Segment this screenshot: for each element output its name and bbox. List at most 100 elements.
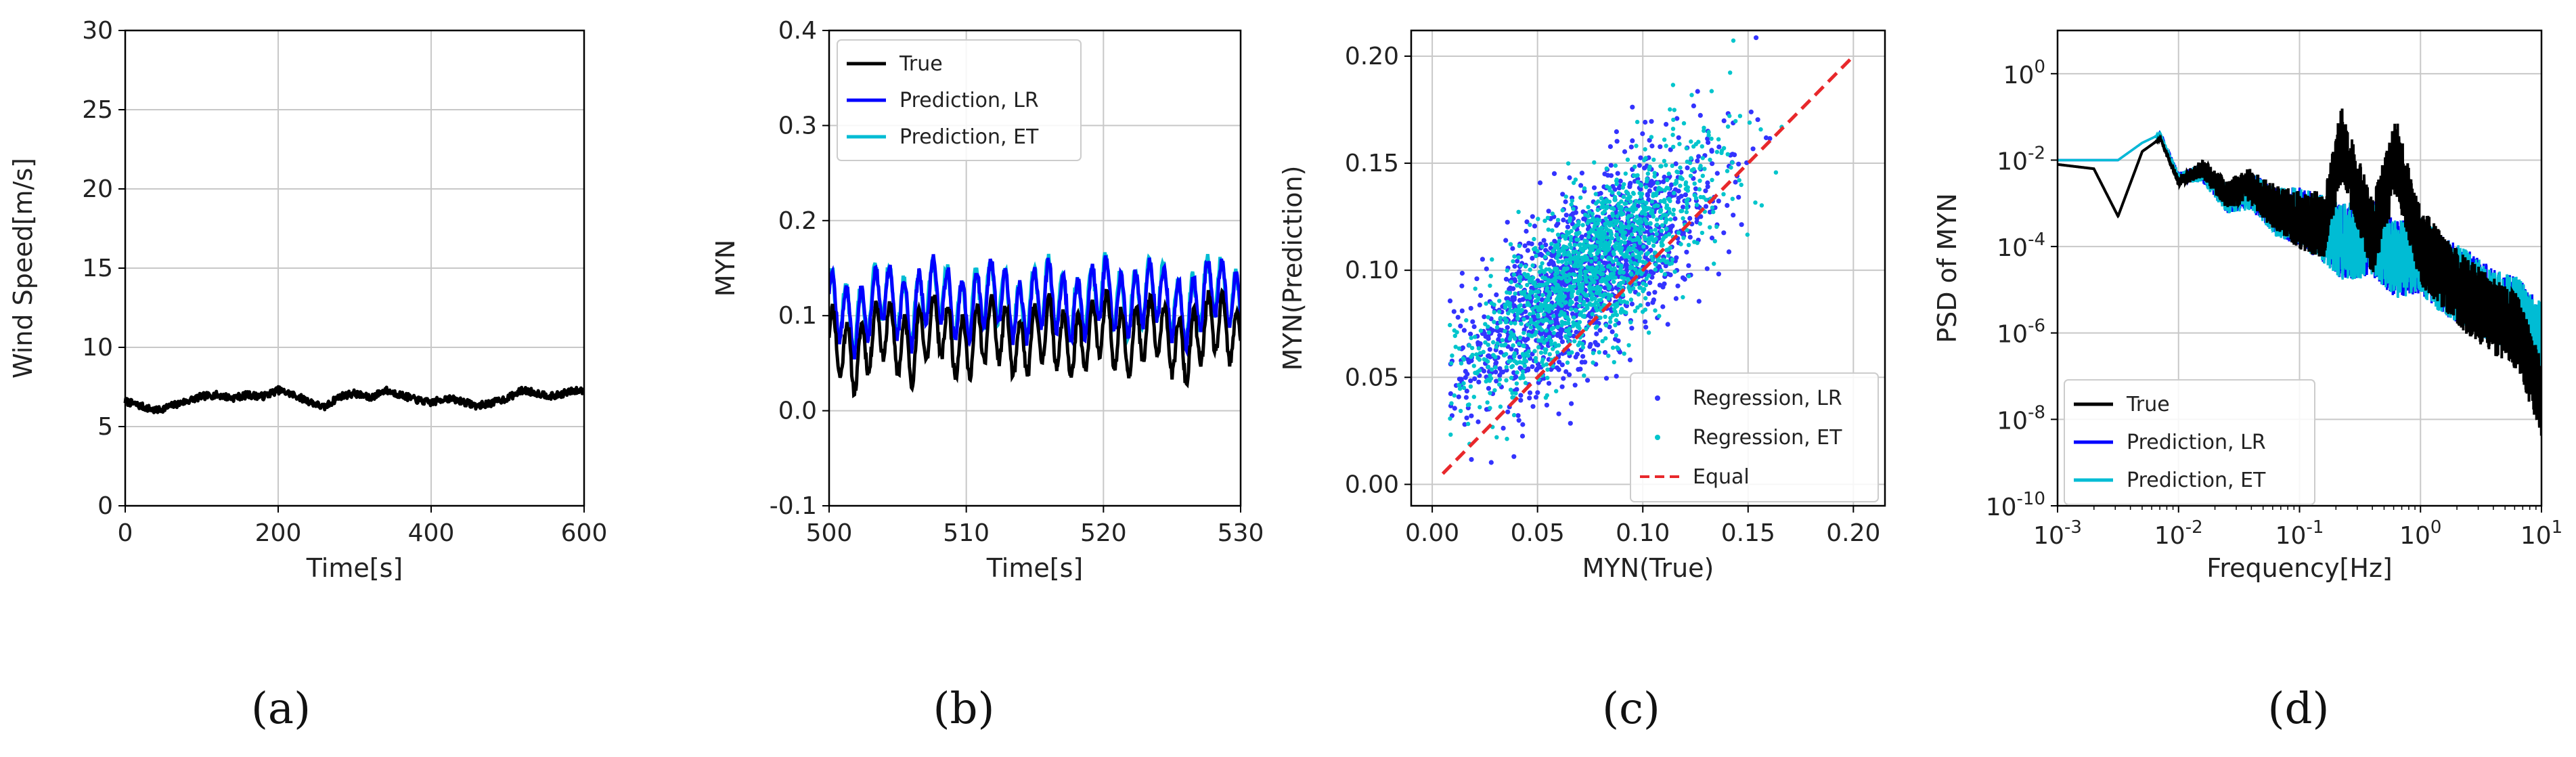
scatter-point <box>1542 255 1548 259</box>
scatter-point <box>1725 202 1730 208</box>
scatter-point <box>1518 275 1523 280</box>
scatter-point <box>1577 303 1582 308</box>
scatter-point <box>1497 377 1503 382</box>
scatter-point <box>1569 307 1574 311</box>
scatter-point <box>1585 257 1590 262</box>
scatter-point <box>1608 257 1613 261</box>
scatter-point <box>1593 325 1598 330</box>
scatter-point <box>1685 159 1689 164</box>
scatter-point <box>1540 318 1546 324</box>
scatter-point <box>1672 108 1676 112</box>
tick-base: 10 <box>2399 522 2430 550</box>
scatter-point <box>1700 230 1705 236</box>
scatter-point <box>1590 211 1595 216</box>
scatter-point <box>1615 171 1620 176</box>
scatter-point <box>1588 281 1593 286</box>
scatter-point <box>1710 177 1714 182</box>
scatter-point <box>1671 207 1676 213</box>
scatter-point <box>1525 248 1530 253</box>
scatter-point <box>1656 264 1662 269</box>
scatter-point <box>1691 144 1696 149</box>
scatter-point <box>1449 401 1454 406</box>
scatter-point <box>1543 276 1548 281</box>
scatter-point <box>1536 289 1540 295</box>
scatter-point <box>1513 374 1519 380</box>
y-tick-label: 100 <box>2003 57 2045 89</box>
scatter-point <box>1509 346 1514 352</box>
scatter-point <box>1571 180 1576 186</box>
scatter-point <box>1750 146 1756 152</box>
scatter-point <box>1489 301 1494 305</box>
scatter-point <box>1599 267 1603 272</box>
tick-exponent: -10 <box>2017 489 2045 509</box>
scatter-point <box>1507 290 1512 295</box>
scatter-point <box>1649 179 1654 184</box>
scatter-point <box>1486 364 1490 370</box>
scatter-point <box>1635 305 1640 310</box>
scatter-point <box>1624 189 1629 194</box>
scatter-point <box>1540 293 1545 298</box>
scatter-point <box>1494 345 1499 349</box>
scatter-series-et <box>1448 38 1784 446</box>
scatter-point <box>1643 156 1648 160</box>
scatter-point <box>1517 360 1522 364</box>
scatter-point <box>1618 270 1622 275</box>
scatter-point <box>1468 305 1473 311</box>
scatter-point <box>1705 184 1710 190</box>
scatter-point <box>1480 257 1485 262</box>
scatter-point <box>1609 329 1615 334</box>
scatter-point <box>1664 248 1669 253</box>
y-tick-label: 0.0 <box>778 397 817 425</box>
scatter-point <box>1577 320 1582 324</box>
scatter-point <box>1579 360 1584 365</box>
scatter-point <box>1542 312 1547 317</box>
scatter-point <box>1563 267 1568 272</box>
scatter-point <box>1691 103 1696 108</box>
scatter-point <box>1674 180 1679 186</box>
scatter-point <box>1596 302 1601 307</box>
scatter-point <box>1576 290 1580 295</box>
scatter-point <box>1558 248 1563 253</box>
scatter-point <box>1568 277 1572 282</box>
scatter-point <box>1622 201 1627 206</box>
scatter-point <box>1587 265 1593 270</box>
scatter-point <box>1531 310 1536 316</box>
scatter-point <box>1617 349 1622 355</box>
scatter-point <box>1511 297 1517 302</box>
scatter-point <box>1468 331 1473 337</box>
scatter-point <box>1623 171 1628 176</box>
scatter-point <box>1578 283 1582 288</box>
scatter-point <box>1647 280 1653 286</box>
scatter-point <box>1725 152 1730 156</box>
scatter-point <box>1649 255 1654 259</box>
scatter-point <box>1475 355 1480 360</box>
scatter-point <box>1685 228 1689 233</box>
scatter-point <box>1578 246 1584 251</box>
scatter-point <box>1672 216 1678 221</box>
scatter-point <box>1551 347 1555 351</box>
scatter-point <box>1572 242 1578 247</box>
scatter-point <box>1663 220 1668 225</box>
scatter-point <box>1568 219 1572 223</box>
scatter-point <box>1652 174 1657 179</box>
scatter-point <box>1511 343 1515 348</box>
equal-line <box>1441 55 1855 475</box>
scatter-point <box>1511 454 1517 459</box>
scatter-point <box>1461 385 1467 390</box>
scatter-point <box>1534 284 1538 288</box>
scatter-point <box>1573 307 1578 312</box>
scatter-point <box>1632 228 1637 233</box>
scatter-point <box>1634 144 1639 148</box>
y-tick-label: 30 <box>82 17 113 45</box>
scatter-point <box>1662 158 1667 163</box>
scatter-point <box>1515 259 1520 264</box>
scatter-point <box>1545 375 1550 381</box>
scatter-point <box>1504 378 1509 383</box>
legend-label: True <box>2126 393 2170 416</box>
scatter-point <box>1532 223 1538 229</box>
scatter-point <box>1748 109 1754 114</box>
scatter-point <box>1488 391 1492 395</box>
scatter-point <box>1673 161 1679 167</box>
y-axis-label: PSD of MYN <box>1932 193 1962 343</box>
scatter-point <box>1519 307 1524 312</box>
